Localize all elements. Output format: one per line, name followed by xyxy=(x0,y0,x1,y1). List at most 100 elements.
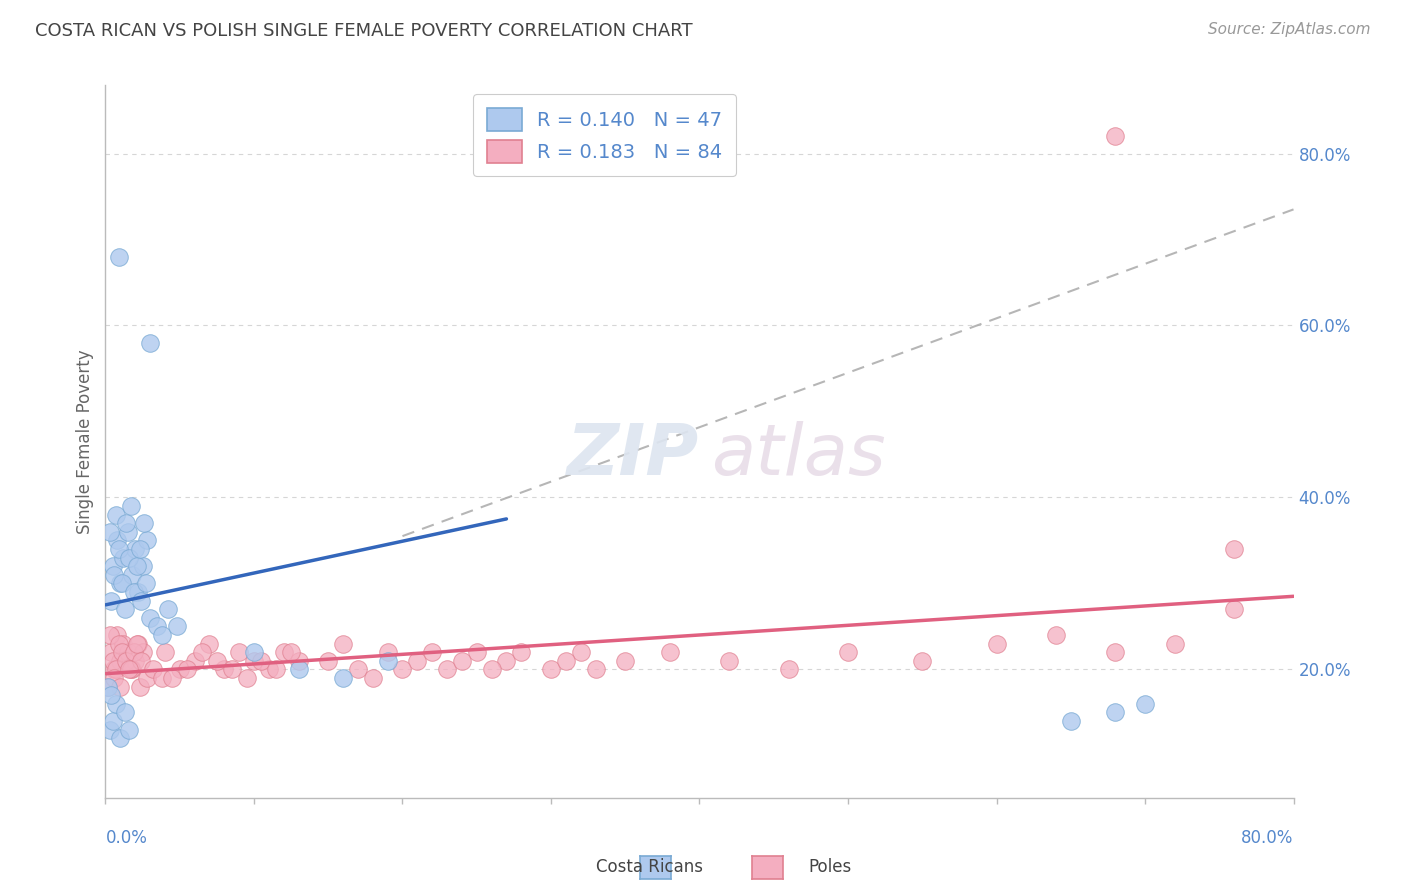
Point xyxy=(361,671,384,685)
Point xyxy=(1223,602,1246,616)
Point xyxy=(124,541,146,556)
Point xyxy=(108,637,131,651)
Point xyxy=(125,559,148,574)
Point xyxy=(120,499,142,513)
Point xyxy=(1133,697,1156,711)
Point xyxy=(97,680,120,694)
Point xyxy=(104,662,127,676)
Point xyxy=(105,533,128,548)
Point xyxy=(103,567,125,582)
Point xyxy=(122,645,145,659)
Point xyxy=(131,645,153,659)
Text: 80.0%: 80.0% xyxy=(1241,829,1294,847)
Point xyxy=(136,671,159,685)
Point xyxy=(103,671,125,685)
Point xyxy=(166,619,188,633)
Point xyxy=(118,662,141,676)
Point xyxy=(243,654,266,668)
Point xyxy=(129,593,152,607)
Point xyxy=(718,654,741,668)
Point xyxy=(156,602,179,616)
Point xyxy=(120,662,142,676)
Point xyxy=(420,645,443,659)
Point xyxy=(108,250,131,264)
Point xyxy=(243,645,266,659)
Point xyxy=(118,550,141,565)
Point xyxy=(100,593,122,607)
Point xyxy=(118,723,141,737)
Point xyxy=(110,654,132,668)
Point xyxy=(273,645,295,659)
Point xyxy=(98,524,121,539)
Point xyxy=(986,637,1008,651)
Y-axis label: Single Female Poverty: Single Female Poverty xyxy=(76,350,94,533)
Point xyxy=(1164,637,1187,651)
Point xyxy=(465,645,488,659)
Point xyxy=(585,662,607,676)
Text: atlas: atlas xyxy=(711,421,886,491)
Point xyxy=(347,662,370,676)
Point xyxy=(183,654,205,668)
Point xyxy=(214,662,236,676)
Point xyxy=(150,671,173,685)
Point xyxy=(142,662,165,676)
Point xyxy=(131,559,153,574)
Text: COSTA RICAN VS POLISH SINGLE FEMALE POVERTY CORRELATION CHART: COSTA RICAN VS POLISH SINGLE FEMALE POVE… xyxy=(35,22,693,40)
Point xyxy=(125,637,148,651)
Point xyxy=(658,645,681,659)
Point xyxy=(1104,706,1126,720)
Point xyxy=(112,550,135,565)
Point xyxy=(127,585,149,599)
Text: Costa Ricans: Costa Ricans xyxy=(596,858,703,876)
Point xyxy=(108,541,131,556)
Point xyxy=(110,731,132,746)
Point xyxy=(332,671,354,685)
Point xyxy=(221,662,243,676)
Point xyxy=(176,662,198,676)
Text: 0.0%: 0.0% xyxy=(105,829,148,847)
Point xyxy=(124,654,146,668)
Point xyxy=(481,662,503,676)
Point xyxy=(100,688,122,702)
Point xyxy=(129,654,152,668)
Point xyxy=(264,662,287,676)
Point xyxy=(111,576,134,591)
Text: ZIP: ZIP xyxy=(567,421,700,491)
Point xyxy=(257,662,280,676)
Point xyxy=(1104,129,1126,144)
Point xyxy=(127,637,149,651)
Point xyxy=(115,654,138,668)
Point xyxy=(287,654,309,668)
Point xyxy=(139,335,162,350)
Point xyxy=(1223,541,1246,556)
Point xyxy=(132,516,155,531)
Point xyxy=(98,723,121,737)
Point xyxy=(162,671,184,685)
Text: Poles: Poles xyxy=(808,858,852,876)
Point xyxy=(540,662,562,676)
Point xyxy=(101,559,124,574)
Point xyxy=(100,645,122,659)
Point xyxy=(569,645,592,659)
Point xyxy=(778,662,800,676)
Point xyxy=(135,576,157,591)
Point xyxy=(114,602,136,616)
Point xyxy=(121,662,143,676)
Point xyxy=(97,680,120,694)
Point xyxy=(495,654,517,668)
Point xyxy=(122,585,145,599)
Point xyxy=(280,645,302,659)
Point xyxy=(235,671,257,685)
Point xyxy=(101,654,124,668)
Point xyxy=(191,645,214,659)
Point xyxy=(104,508,127,522)
Point xyxy=(98,628,121,642)
Point xyxy=(287,662,309,676)
Point xyxy=(139,611,162,625)
Point xyxy=(101,714,124,728)
Point xyxy=(391,662,413,676)
Point xyxy=(554,654,576,668)
Point xyxy=(104,697,127,711)
Point xyxy=(115,516,138,531)
Point xyxy=(117,524,139,539)
